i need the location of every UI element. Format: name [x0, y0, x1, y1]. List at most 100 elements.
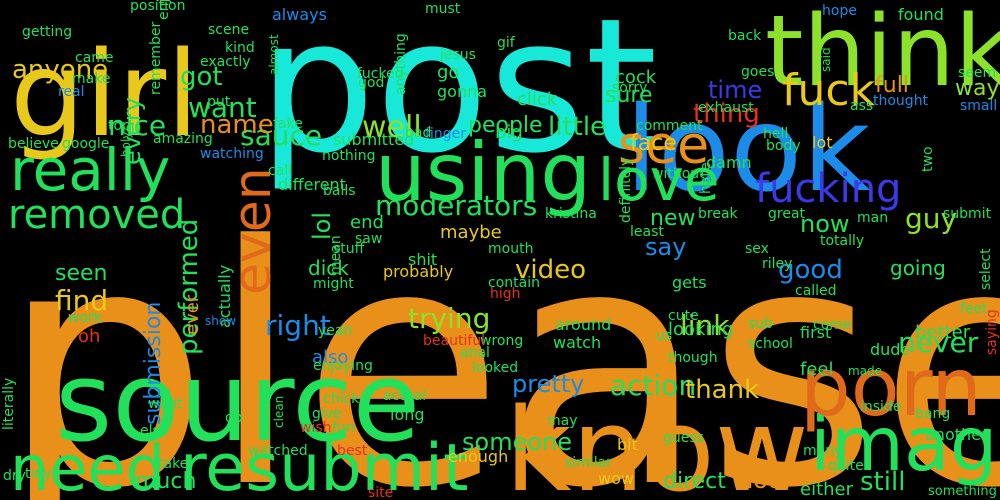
- word-great: great: [768, 206, 806, 222]
- word-op: op: [225, 410, 243, 426]
- word-dick: dick: [308, 256, 349, 280]
- word-really: really: [10, 136, 170, 204]
- word-direct: direct: [663, 469, 726, 494]
- word-definitely: definitely: [618, 158, 634, 223]
- word-dude: dude: [870, 340, 910, 359]
- word-back: back: [728, 28, 762, 44]
- word-balls: balls: [323, 183, 356, 199]
- word-love: love: [598, 146, 720, 214]
- word-guy: guy: [905, 202, 957, 235]
- word-amazing: amazing: [153, 131, 213, 147]
- word-porn: porn: [800, 341, 982, 434]
- word-resubmit: resubmit: [180, 431, 468, 500]
- word-exactly: exactly: [200, 54, 251, 70]
- word-thought: thought: [873, 93, 929, 109]
- word-enjoying: enjoying: [313, 358, 373, 374]
- word-put: put: [207, 94, 231, 110]
- word-sure: sure: [605, 83, 653, 108]
- word-site: site: [368, 485, 393, 500]
- word-even: even: [223, 167, 283, 295]
- word-cute: cute: [668, 308, 699, 324]
- word-feel: feel: [800, 359, 834, 380]
- word-school: school: [748, 336, 793, 352]
- word-quite: quite: [828, 458, 864, 474]
- word-may: may: [547, 413, 578, 429]
- word-shit: shit: [408, 250, 437, 269]
- word-something: something: [928, 484, 997, 499]
- word-submission: submission: [141, 302, 166, 425]
- word-thing: thing: [693, 99, 760, 129]
- word-post: post: [258, 0, 658, 194]
- word-real: real: [58, 84, 85, 100]
- word-maybe: maybe: [440, 222, 502, 243]
- word-fucking: fucking: [755, 166, 901, 212]
- word-got: got: [180, 62, 223, 92]
- word-pretty: pretty: [512, 370, 584, 398]
- word-trying: trying: [408, 302, 490, 335]
- word-said: said: [819, 47, 833, 72]
- word-gets: gets: [672, 273, 707, 292]
- word-hate: hate: [698, 162, 714, 194]
- word-anyone: anyone: [12, 55, 108, 85]
- word-damn: damn: [706, 153, 752, 172]
- word-least: least: [630, 224, 664, 240]
- word-time: time: [708, 76, 762, 104]
- word-always: always: [272, 5, 327, 24]
- word-jesus: jesus: [439, 47, 476, 63]
- word-goes: goes: [741, 64, 774, 80]
- word-position: position: [130, 0, 185, 14]
- word-take: take: [158, 456, 188, 472]
- word-anal: anal: [460, 345, 490, 361]
- word-top: top: [108, 118, 131, 134]
- word-scene: scene: [208, 22, 249, 38]
- word-high: high: [490, 286, 521, 302]
- word-looked: looked: [472, 360, 518, 376]
- word-inside: inside: [860, 399, 901, 415]
- word-someone: someone: [462, 428, 572, 456]
- word-fuck: fuck: [782, 65, 876, 116]
- word-many: many: [803, 443, 842, 459]
- word-watching: watching: [200, 146, 264, 162]
- word-sorry: sorry: [612, 80, 647, 96]
- word-contain: contain: [488, 275, 540, 291]
- word-way: way: [955, 76, 1000, 101]
- word-might: might: [313, 276, 354, 292]
- word-link: link: [680, 309, 730, 342]
- word-seem: seem: [958, 65, 996, 81]
- word-without: without: [652, 166, 705, 182]
- word-literally: literally: [1, 378, 17, 430]
- word-around: around: [555, 315, 611, 334]
- word-never: never: [898, 326, 979, 359]
- word-went: went: [148, 396, 183, 412]
- word-exhaust: exhaust: [698, 100, 754, 116]
- word-remember: remember: [148, 22, 164, 95]
- word-end: end: [350, 212, 384, 233]
- word-either: either: [800, 479, 854, 500]
- word-nothing: nothing: [322, 148, 375, 164]
- word-enough: enough: [448, 447, 508, 466]
- word-watched: watched: [248, 443, 308, 459]
- word-going: going: [890, 256, 946, 280]
- word-thank: thank: [685, 375, 759, 405]
- word-called: called: [795, 283, 837, 299]
- word-wow: wow: [598, 469, 634, 488]
- word-also: also: [312, 347, 348, 368]
- word-feet: feet: [960, 301, 988, 317]
- word-dry: dry: [3, 468, 26, 484]
- word-enjoy: enjoy: [156, 0, 172, 20]
- word-getting: getting: [22, 24, 72, 40]
- word-first: first: [800, 323, 831, 342]
- word-hot: hot: [738, 466, 777, 494]
- word-chick: chick: [323, 391, 360, 407]
- word-removed: removed: [8, 192, 185, 238]
- word-hope: hope: [822, 3, 857, 19]
- word-much: much: [135, 469, 196, 494]
- word-fake: fake: [273, 116, 303, 132]
- word-small: small: [960, 98, 997, 114]
- word-else: else: [140, 423, 168, 439]
- word-select: select: [978, 248, 994, 290]
- word-actual: actual: [383, 388, 426, 404]
- word-right: right: [265, 309, 331, 342]
